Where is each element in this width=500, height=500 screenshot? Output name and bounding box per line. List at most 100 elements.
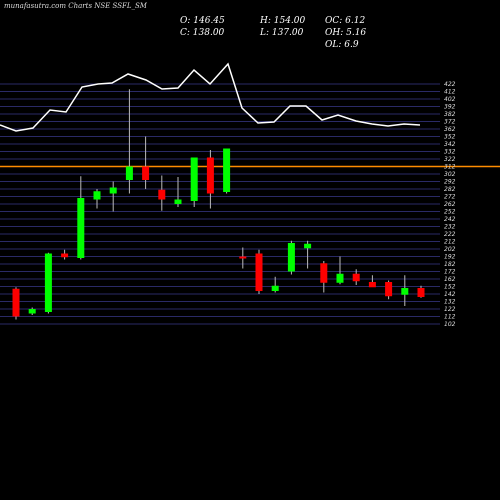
candle-body [223,148,231,192]
candle [61,249,69,260]
y-tick-label: 132 [444,299,456,306]
close-value: C: 138.00 [180,28,225,38]
candle-body [28,309,36,314]
candle-body [239,256,247,259]
candle-body [77,198,85,258]
candle [368,275,376,288]
high-value: H: 154.00 [260,16,306,26]
candle-body [109,187,117,194]
candle [125,89,133,194]
candle [401,275,409,306]
y-tick-label: 272 [444,194,456,201]
candle-body [190,157,198,201]
candle-body [206,157,214,194]
y-tick-label: 302 [444,171,456,178]
y-tick-label: 402 [444,96,456,103]
y-tick-label: 332 [444,149,456,156]
candle [320,261,328,293]
y-tick-label: 382 [444,111,456,118]
candle-body [12,288,20,317]
candle-body [417,288,425,297]
candle [223,148,231,194]
candle [417,285,425,298]
candle-body [304,243,312,249]
y-tick-label: 312 [444,164,456,171]
y-tick-label: 322 [444,156,456,163]
candle-body [61,253,69,258]
oh-value: OH: 5.16 [325,28,367,38]
y-tick-label: 242 [444,216,456,223]
candle-body [401,288,409,295]
candle [336,256,344,285]
candle-body [158,189,166,200]
candle-body [336,273,344,283]
candle [239,247,247,269]
candle-body [352,273,360,282]
y-tick-label: 122 [444,306,456,313]
candle [190,157,198,207]
oc-value: OC: 6.12 [325,16,366,26]
y-tick-label: 292 [444,179,456,186]
candle-body [142,166,150,180]
candle-body [385,282,393,297]
candle [44,252,52,314]
candle [206,150,214,209]
candle [109,181,117,212]
y-tick-label: 182 [444,261,456,268]
candle-body [125,166,133,180]
candle [271,276,279,293]
candle [12,287,20,320]
y-tick-label: 422 [444,81,456,88]
y-tick-label: 252 [444,209,456,216]
y-tick-label: 172 [444,269,456,276]
y-tick-label: 212 [444,239,456,246]
candles-layer [12,89,425,320]
candle-body [368,282,376,288]
overlay-line [0,62,421,132]
candle-body [255,253,263,291]
low-value: L: 137.00 [260,28,304,38]
ol-value: OL: 6.9 [325,40,359,50]
candle-body [271,285,279,291]
y-tick-label: 282 [444,186,456,193]
chart-title: munafasutra.com Charts NSE SSFL_SM [4,2,147,10]
candle [158,175,166,211]
y-tick-label: 412 [444,89,456,96]
candle [352,269,360,285]
open-value: O: 146.45 [180,16,225,26]
grid-lines [0,83,440,325]
candle [142,136,150,189]
y-tick-label: 372 [444,119,456,126]
candle [255,249,263,294]
y-tick-label: 352 [444,134,456,141]
candle-body [287,243,295,272]
y-tick-label: 192 [444,254,456,261]
y-tick-label: 232 [444,224,456,231]
overlay-line-layer [0,62,421,132]
y-tick-label: 152 [444,284,456,291]
y-tick-label: 162 [444,276,456,283]
candle [28,307,36,315]
y-tick-label: 142 [444,291,456,298]
candle-body [320,263,328,283]
y-tick-label: 392 [444,104,456,111]
y-tick-label: 262 [444,201,456,208]
y-axis-ticks: 1021121221321421521621721821922022122222… [444,81,456,328]
candle-body [44,253,52,312]
candle [304,240,312,269]
y-tick-label: 362 [444,126,456,133]
candle-body [174,199,182,204]
candle-body [93,191,101,200]
candle [174,177,182,207]
y-tick-label: 112 [444,314,456,321]
y-tick-label: 102 [444,321,456,328]
y-tick-label: 202 [444,246,456,253]
candle [77,176,85,260]
y-tick-label: 222 [444,231,456,238]
candle [287,240,295,275]
candle [385,280,393,300]
y-tick-label: 342 [444,141,456,148]
candle [93,189,101,209]
